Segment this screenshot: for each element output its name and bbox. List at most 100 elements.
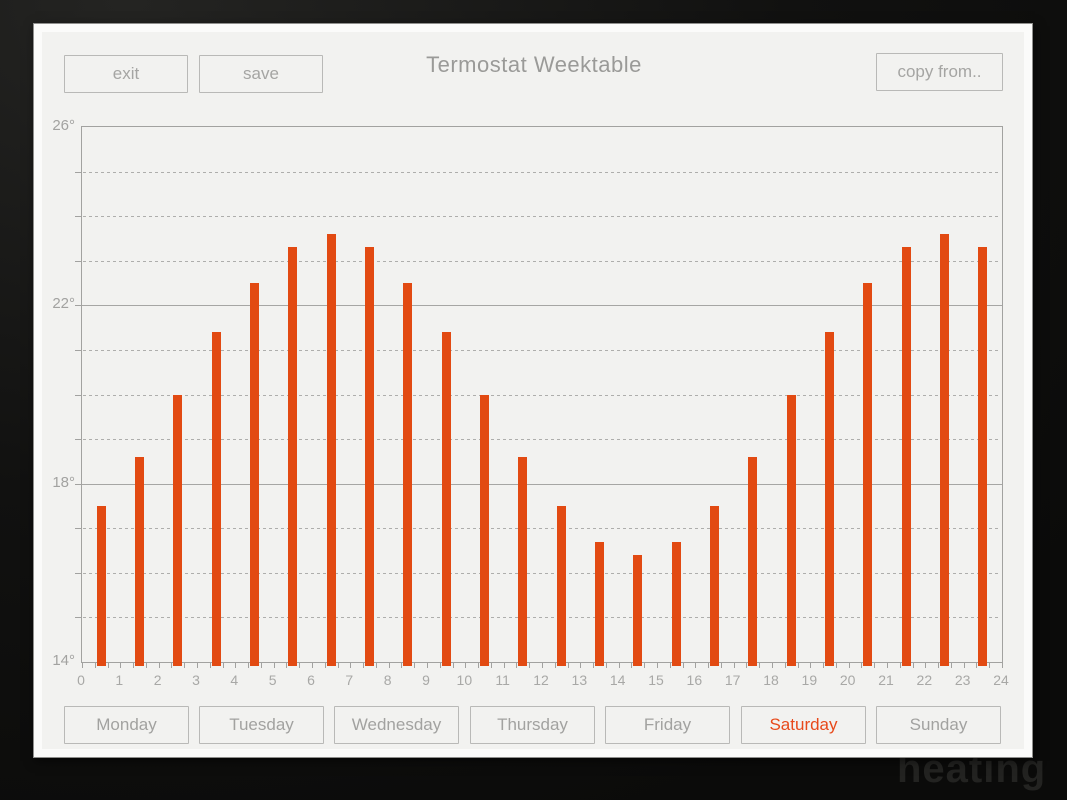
gridline-dashed-25 — [83, 171, 1001, 173]
x-axis-tick — [1002, 663, 1003, 668]
bar-hour-6[interactable] — [326, 234, 336, 666]
y-axis-tick — [75, 260, 81, 262]
x-axis-label-24: 24 — [993, 672, 1009, 688]
x-axis-label-14: 14 — [609, 672, 626, 688]
day-tab-wednesday[interactable]: Wednesday — [334, 706, 459, 744]
y-axis-label-26: 26° — [52, 117, 75, 134]
x-axis-tick — [567, 663, 569, 668]
x-axis-tick — [976, 663, 978, 668]
x-axis-tick — [529, 663, 531, 668]
x-axis-label-0: 0 — [77, 672, 85, 688]
x-axis-tick — [631, 663, 633, 668]
x-axis-tick — [197, 663, 198, 668]
x-axis-tick — [388, 663, 390, 668]
x-axis-tick — [120, 663, 122, 668]
x-axis-tick — [260, 663, 262, 668]
x-axis-tick — [299, 663, 301, 668]
bar-hour-16[interactable] — [710, 505, 719, 666]
bar-hour-18[interactable] — [786, 394, 796, 666]
day-tab-saturday[interactable]: Saturday — [741, 706, 866, 744]
x-axis-tick — [593, 663, 595, 668]
bar-hour-3[interactable] — [211, 332, 221, 666]
gridline-solid-18 — [82, 483, 1002, 485]
y-axis-tick — [75, 305, 81, 307]
x-axis-label-5: 5 — [268, 672, 277, 688]
bar-hour-13[interactable] — [595, 541, 604, 666]
gridline-dashed-16 — [83, 572, 1001, 574]
bar-hour-10[interactable] — [480, 394, 489, 666]
bar-hour-9[interactable] — [441, 332, 451, 666]
exit-button[interactable]: exit — [64, 55, 188, 93]
y-axis-tick — [75, 528, 81, 530]
bar-hour-11[interactable] — [518, 456, 528, 666]
x-axis-tick — [899, 663, 901, 668]
x-axis-tick — [938, 663, 940, 668]
bar-hour-14[interactable] — [633, 555, 643, 666]
x-axis-tick — [273, 663, 275, 668]
x-axis-tick — [401, 663, 403, 668]
x-axis-tick — [950, 663, 952, 668]
bar-hour-5[interactable] — [288, 247, 298, 666]
x-axis-tick — [222, 663, 224, 668]
x-axis-tick — [209, 663, 211, 668]
x-axis-tick — [835, 663, 837, 668]
bar-hour-12[interactable] — [556, 505, 566, 666]
bar-hour-2[interactable] — [173, 394, 183, 666]
x-axis-tick — [963, 663, 965, 668]
x-axis-tick — [490, 663, 492, 668]
x-axis-tick — [439, 663, 441, 668]
x-axis-label-17: 17 — [724, 672, 741, 688]
x-axis-label-16: 16 — [686, 672, 703, 688]
x-axis-tick — [810, 663, 812, 668]
gridline-dashed-23 — [83, 260, 1001, 262]
x-axis-tick — [235, 663, 237, 668]
window-content-background — [42, 32, 1024, 749]
x-axis-label-2: 2 — [153, 672, 162, 688]
x-axis-tick — [516, 663, 518, 668]
gridline-dashed-24 — [83, 216, 1001, 218]
x-axis-tick — [912, 663, 914, 668]
bar-hour-22[interactable] — [940, 234, 949, 666]
x-axis-tick — [312, 663, 313, 668]
day-tab-monday[interactable]: Monday — [64, 706, 189, 744]
x-axis-tick — [733, 663, 735, 668]
day-tab-tuesday[interactable]: Tuesday — [199, 706, 324, 744]
x-axis-label-23: 23 — [954, 672, 971, 688]
copy-from-button[interactable]: copy from.. — [876, 53, 1003, 91]
x-axis-tick — [797, 663, 799, 668]
bar-hour-0[interactable] — [96, 505, 106, 666]
x-axis-tick — [746, 663, 748, 668]
gridline-solid-22 — [82, 305, 1002, 307]
x-axis-tick — [465, 663, 467, 668]
x-axis-tick — [605, 663, 607, 668]
day-tab-friday[interactable]: Friday — [605, 706, 730, 744]
gridline-dashed-20 — [83, 394, 1001, 396]
bar-hour-20[interactable] — [863, 283, 873, 666]
x-axis-label-4: 4 — [230, 672, 239, 688]
bar-hour-17[interactable] — [748, 456, 758, 666]
x-axis-tick — [107, 663, 109, 668]
thermostat-window: exit save Termostat Weektable copy from.… — [33, 23, 1033, 758]
save-button[interactable]: save — [199, 55, 323, 93]
bar-hour-4[interactable] — [250, 283, 259, 666]
x-axis-tick — [644, 663, 646, 668]
bar-hour-15[interactable] — [671, 541, 681, 666]
x-axis-label-19: 19 — [801, 672, 818, 688]
x-axis-tick — [363, 663, 365, 668]
bar-hour-7[interactable] — [365, 247, 374, 666]
x-axis-tick — [427, 663, 428, 668]
bar-hour-1[interactable] — [135, 456, 144, 666]
x-axis-label-13: 13 — [571, 672, 588, 688]
day-tab-thursday[interactable]: Thursday — [470, 706, 595, 744]
x-axis-tick — [682, 663, 684, 668]
x-axis-label-1: 1 — [115, 672, 124, 688]
bar-hour-23[interactable] — [978, 247, 988, 666]
bar-hour-8[interactable] — [403, 283, 413, 666]
bar-hour-19[interactable] — [825, 332, 834, 666]
day-tab-sunday[interactable]: Sunday — [876, 706, 1001, 744]
x-axis-label-11: 11 — [495, 672, 510, 688]
y-axis-tick — [75, 483, 81, 485]
chart-plot-area — [75, 126, 1003, 668]
x-axis-tick — [337, 663, 339, 668]
bar-hour-21[interactable] — [901, 247, 911, 666]
